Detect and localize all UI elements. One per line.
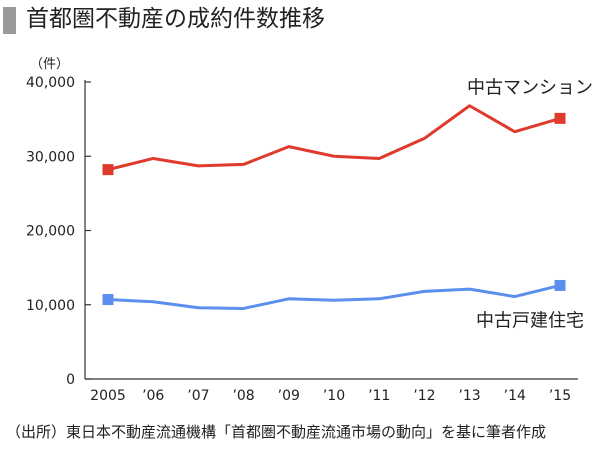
y-axis-unit-label: （件） xyxy=(30,57,69,72)
series-label-2: 中古戸建住宅 xyxy=(476,310,584,331)
x-tick-label: ’15 xyxy=(549,388,571,404)
series-layer xyxy=(102,104,566,310)
chart-title: 首都圏不動産の成約件数推移 xyxy=(26,6,325,32)
y-tick-label: 0 xyxy=(66,372,75,388)
series-1-point-marker xyxy=(102,164,114,176)
x-tick-label: ’11 xyxy=(368,388,390,404)
series-1-point-marker xyxy=(554,112,566,124)
axes: （件） xyxy=(30,57,578,380)
series-2-point-marker xyxy=(554,279,566,291)
title-accent-bar xyxy=(3,7,16,34)
series-label-1: 中古マンション xyxy=(467,77,593,98)
x-tick-label: ’06 xyxy=(142,388,164,404)
series-line-1 xyxy=(106,104,562,172)
x-axis-ticks: 2005 ’06 ’07 ’08 ’09 ’10 ’11 ’12 ’13 ’14 ’15 xyxy=(90,388,571,404)
y-tick-label: 20,000 xyxy=(26,224,75,240)
x-tick-label: ’07 xyxy=(187,388,209,404)
x-tick-label: ’10 xyxy=(323,388,345,404)
y-tick-label: 10,000 xyxy=(26,298,75,314)
x-tick-label: ’12 xyxy=(413,388,435,404)
y-tick-label: 30,000 xyxy=(26,149,75,165)
series-line-2 xyxy=(106,283,562,310)
y-tick-label: 40,000 xyxy=(26,75,75,91)
x-tick-label: ’13 xyxy=(458,388,480,404)
x-tick-label: 2005 xyxy=(90,388,126,404)
y-axis-ticks: 0 10,000 20,000 30,000 40,000 xyxy=(26,75,91,388)
series-2-point-marker xyxy=(102,294,114,306)
x-tick-label: ’09 xyxy=(278,388,300,404)
x-tick-label: ’14 xyxy=(504,388,526,404)
source-note: （出所）東日本不動産流通機構「首都圏不動産流通市場の動向」を基に筆者作成 xyxy=(6,423,547,441)
x-tick-label: ’08 xyxy=(232,388,254,404)
